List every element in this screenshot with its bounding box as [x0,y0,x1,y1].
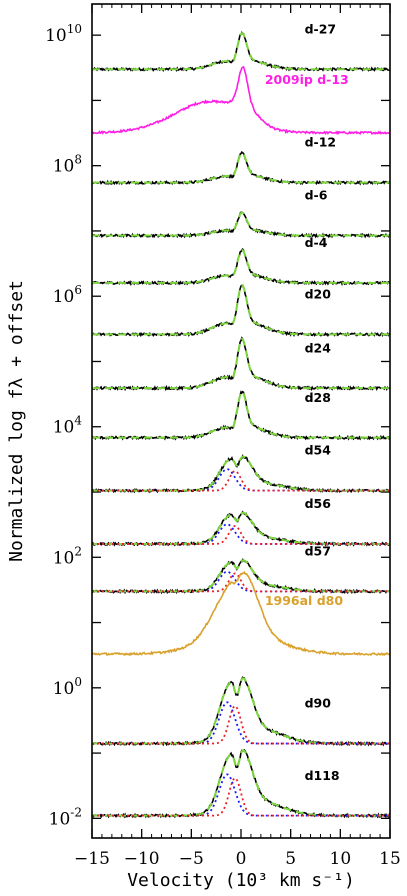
spectrum-d57: d57 [91,544,391,595]
x-axis-title: Velocity (10³ km s⁻¹) [127,870,355,891]
plot-frame [91,3,391,839]
component-blue-line [92,523,390,545]
series-line [91,390,391,441]
y-tick-label: 102 [53,544,82,568]
epoch-label: d-27 [305,21,337,36]
model-fit-line [92,249,390,284]
spectrum-2009ip-d-13: 2009ip d-13 [91,65,391,136]
epoch-label: d-12 [305,135,337,150]
epoch-label: 2009ip d-13 [265,72,349,87]
epoch-label: d54 [305,443,332,458]
series-line [91,284,391,338]
y-tick-label: 106 [53,283,82,307]
x-tick-label: 15 [379,849,401,869]
model-fit-line [92,337,390,390]
spectrum-d28: d28 [91,390,391,441]
epoch-label: d24 [305,340,332,355]
spectrum-panels: d-27 2009ip d-13 d-12 d-6 d-4 d20 d24 d28 d54 d56… [91,21,391,819]
model-fit-line [92,32,390,71]
spectrum-d90: d90 [91,676,391,747]
y-tick-label: 104 [53,414,83,438]
spectrum-d-27: d-27 [91,21,391,72]
y-tick-label: 1010 [45,22,82,46]
component-blue-line [92,773,390,817]
y-axis-title-group: Normalized log fλ + offset [6,280,27,562]
tick-labels: −15 −10 −5 0 5 10 15 1010 108 106 104 102 100 10-2 [45,22,401,869]
series-line [91,31,391,72]
series-line [91,570,391,657]
epoch-label: d57 [305,544,331,559]
model-fit-line [92,152,390,184]
x-tick-label: −15 [74,849,110,869]
series-line [91,65,391,136]
epoch-label: d118 [305,768,340,783]
epoch-label: 1996al d80 [265,593,344,608]
x-tick-label: 5 [285,849,296,869]
component-blue-line [92,468,390,492]
series-line [91,248,391,287]
epoch-label: d56 [305,496,332,511]
model-fit-line [92,559,390,593]
series-line [91,510,391,547]
series-line [91,454,391,494]
model-fit-line [92,749,390,817]
component-red-line [92,777,390,817]
epoch-label: d28 [305,390,331,405]
y-tick-label: 10-2 [49,805,82,829]
spectrum-1996al-d80: 1996al d80 [91,570,391,657]
x-tick-label: 0 [236,849,247,869]
epoch-label: d20 [305,286,332,301]
x-axis-title-group: Velocity (10³ km s⁻¹) [127,870,355,891]
spectrum-d24: d24 [91,336,391,392]
spectrum-d-6: d-6 [91,188,391,239]
model-fit-line [92,211,390,237]
epoch-label: d90 [305,696,332,711]
model-fit-line [92,677,390,745]
spectrum-d-12: d-12 [91,135,391,186]
spectrum-d-4: d-4 [91,235,391,287]
component-red-line [92,705,390,745]
model-fit-line [92,390,390,439]
y-tick-label: 100 [53,675,82,699]
epoch-label: d-6 [305,188,328,203]
spectrum-d54: d54 [91,443,391,494]
model-fit-line [92,284,390,336]
x-tick-label: −5 [179,849,204,869]
component-red-line [92,470,390,492]
series-line [91,336,391,392]
spectrum-d56: d56 [91,496,391,547]
component-blue-line [92,701,390,745]
series-line [91,558,391,595]
spectrum-d20: d20 [91,284,391,338]
series-line [91,211,391,239]
component-red-line [92,572,390,593]
y-tick-label: 108 [53,153,82,177]
component-red-line [92,525,390,545]
epoch-label: d-4 [305,235,328,250]
spectrum-d118: d118 [91,749,391,819]
y-axis-title: Normalized log fλ + offset [6,280,27,562]
x-tick-label: 10 [330,849,352,869]
model-fit-line [92,511,390,545]
series-line [91,151,391,186]
x-tick-label: −10 [124,849,160,869]
model-fit-line [92,455,390,492]
